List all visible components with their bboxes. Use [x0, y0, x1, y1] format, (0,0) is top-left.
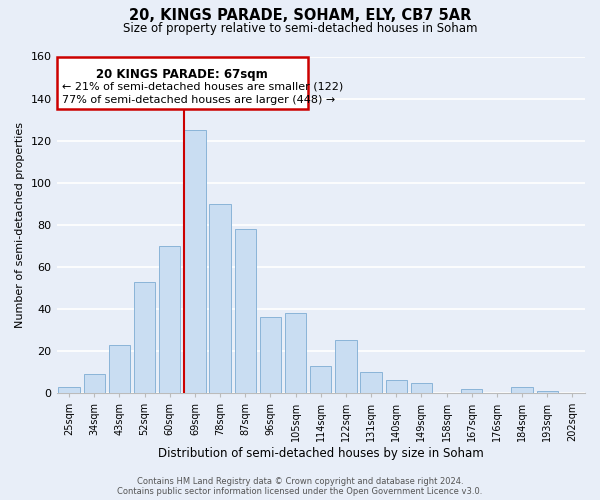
Bar [109, 344, 130, 393]
Bar [536, 391, 558, 393]
FancyBboxPatch shape [56, 56, 308, 109]
Text: Size of property relative to semi-detached houses in Soham: Size of property relative to semi-detach… [123, 22, 477, 35]
Bar [335, 340, 356, 393]
Text: 77% of semi-detached houses are larger (448) →: 77% of semi-detached houses are larger (… [62, 96, 335, 106]
Bar [235, 229, 256, 393]
Bar [58, 386, 80, 393]
Bar [159, 246, 181, 393]
Bar [260, 318, 281, 393]
Bar [411, 382, 432, 393]
Bar [285, 313, 307, 393]
Text: Contains HM Land Registry data © Crown copyright and database right 2024.: Contains HM Land Registry data © Crown c… [137, 477, 463, 486]
Text: 20, KINGS PARADE, SOHAM, ELY, CB7 5AR: 20, KINGS PARADE, SOHAM, ELY, CB7 5AR [129, 8, 471, 22]
Text: ← 21% of semi-detached houses are smaller (122): ← 21% of semi-detached houses are smalle… [62, 82, 343, 92]
X-axis label: Distribution of semi-detached houses by size in Soham: Distribution of semi-detached houses by … [158, 447, 484, 460]
Text: Contains public sector information licensed under the Open Government Licence v3: Contains public sector information licen… [118, 487, 482, 496]
Bar [184, 130, 206, 393]
Bar [134, 282, 155, 393]
Bar [461, 389, 482, 393]
Bar [386, 380, 407, 393]
Y-axis label: Number of semi-detached properties: Number of semi-detached properties [15, 122, 25, 328]
Bar [310, 366, 331, 393]
Bar [83, 374, 105, 393]
Text: 20 KINGS PARADE: 67sqm: 20 KINGS PARADE: 67sqm [97, 68, 268, 81]
Bar [361, 372, 382, 393]
Bar [209, 204, 231, 393]
Bar [511, 386, 533, 393]
